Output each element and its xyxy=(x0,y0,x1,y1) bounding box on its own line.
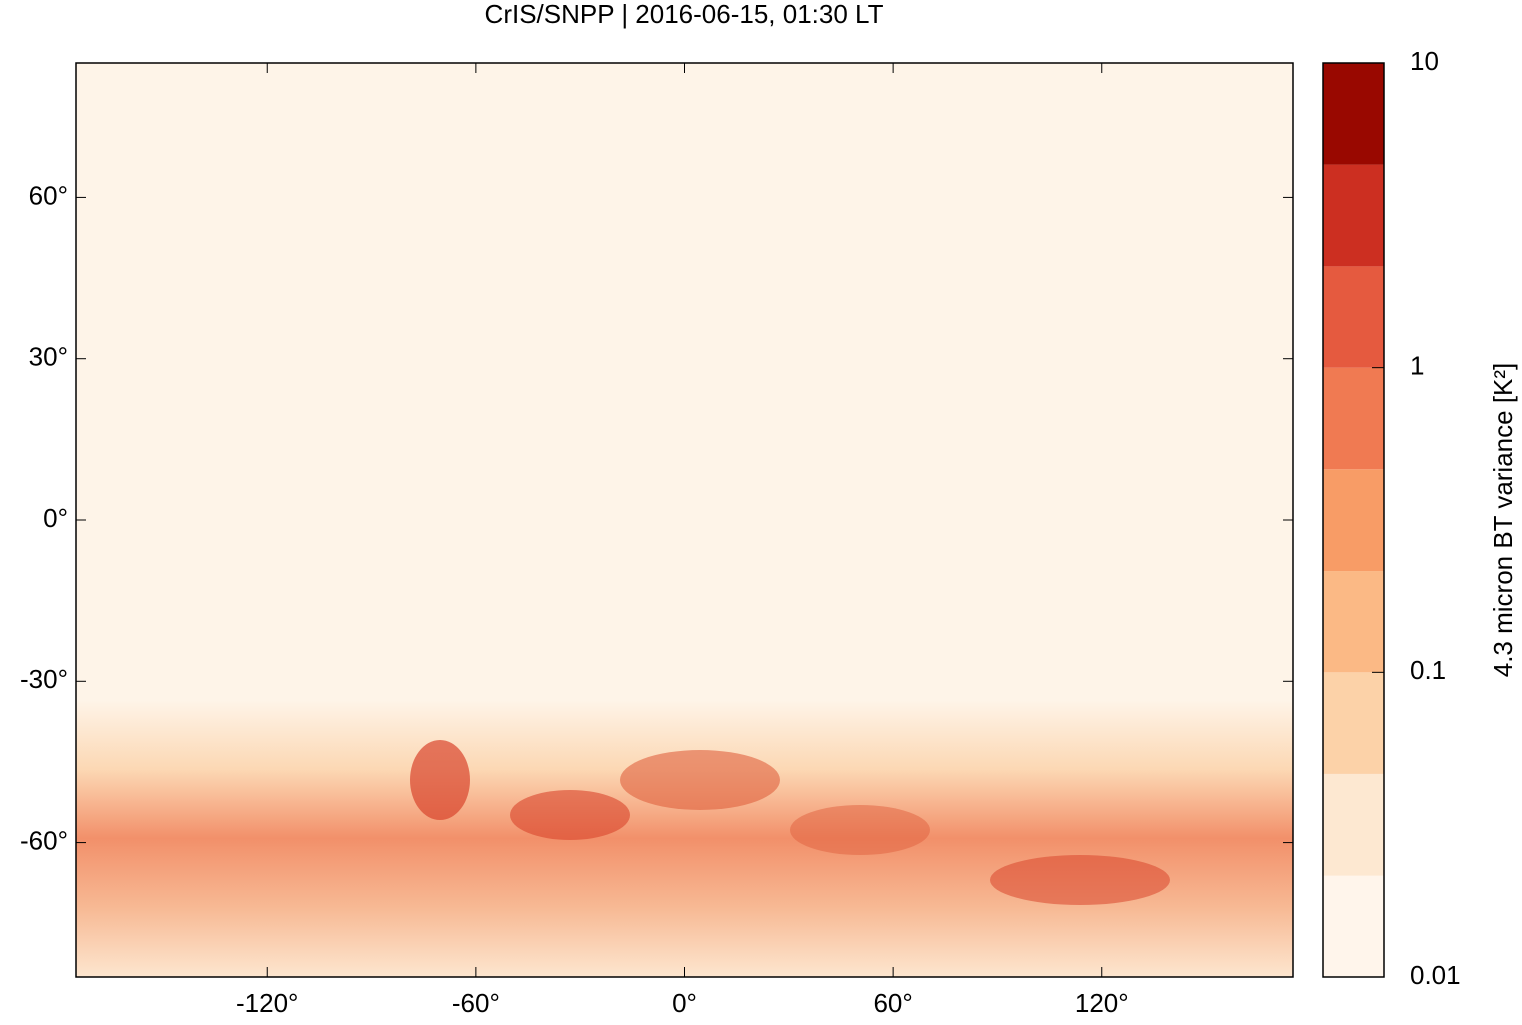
y-tick-label: 0° xyxy=(43,503,68,533)
colorbar-band xyxy=(1323,571,1384,673)
colorbar-tick-label: 0.01 xyxy=(1410,960,1461,990)
colorbar-band xyxy=(1323,164,1384,267)
y-tick-label: 60° xyxy=(29,180,68,210)
colorbar-band xyxy=(1323,469,1384,572)
chart-title: CrIS/SNPP | 2016-06-15, 01:30 LT xyxy=(485,0,884,29)
colorbar-tick-label: 10 xyxy=(1410,46,1439,76)
x-tick-label: -120° xyxy=(236,988,298,1018)
x-tick-label: 120° xyxy=(1075,988,1129,1018)
colorbar-tick-label: 0.1 xyxy=(1410,655,1446,685)
y-tick-label: -30° xyxy=(20,664,68,694)
colorbar-band xyxy=(1323,367,1384,470)
colorbar-band xyxy=(1323,672,1384,774)
x-tick-label: 0° xyxy=(672,988,697,1018)
map-field xyxy=(76,63,1293,977)
colorbar-band xyxy=(1323,63,1384,165)
colorbar-frame xyxy=(1322,62,1385,978)
colorbar-band xyxy=(1323,875,1384,977)
x-tick-label: -60° xyxy=(452,988,500,1018)
x-tick-label: 60° xyxy=(873,988,912,1018)
y-tick-label: 30° xyxy=(29,342,68,372)
colorbar-band xyxy=(1323,773,1384,876)
y-tick-label: -60° xyxy=(20,825,68,855)
colorbar-label: 4.3 micron BT variance [K²] xyxy=(1488,363,1518,678)
colorbar-tick-label: 1 xyxy=(1410,351,1424,381)
colorbar-band xyxy=(1323,266,1384,368)
